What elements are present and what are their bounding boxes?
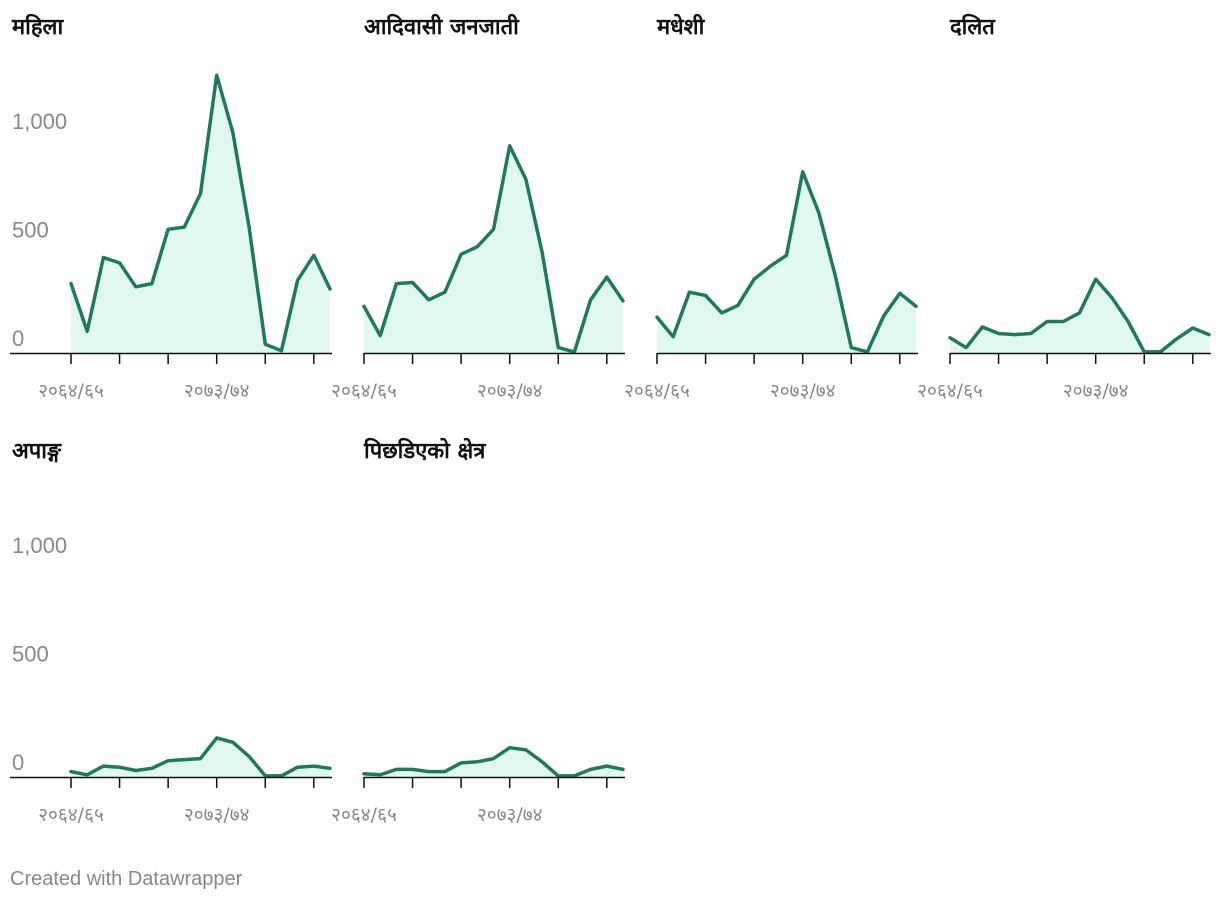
panel-title: आदिवासी जनजाती [364,13,520,40]
x-tick-label: २०६४/६५ [331,380,397,402]
series-line [362,144,625,354]
series-line [69,736,332,778]
series-area [657,171,916,353]
series-line [362,745,625,778]
series-line [948,277,1211,354]
panel-title: पिछडिएको क्षेत्र [363,437,486,464]
x-tick-label: २०७३/७४ [770,380,836,402]
panel-title: महिला [11,13,64,40]
y-tick-label: 500 [12,218,49,243]
series-line [655,170,918,354]
panel-title: दलित [949,13,996,40]
series-area [71,737,330,777]
series-area [71,75,330,353]
x-tick-label: २०६४/६५ [624,380,690,402]
x-tick-label: २०६४/६५ [38,804,104,826]
x-tick-label: २०७३/७४ [477,380,543,402]
x-tick-label: २०६४/६५ [917,380,983,402]
y-tick-label: 0 [12,326,24,351]
y-tick-label: 1,000 [12,533,67,558]
series-line [69,73,332,353]
x-tick-label: २०७३/७४ [184,380,250,402]
x-tick-label: २०७३/७४ [477,804,543,826]
y-tick-label: 0 [12,750,24,775]
series-area [364,747,623,777]
y-tick-label: 1,000 [12,109,67,134]
credit-footer: Created with Datawrapper [10,868,243,890]
series-area [950,279,1209,353]
x-tick-label: २०७३/७४ [184,804,250,826]
x-tick-label: २०६४/६५ [38,380,104,402]
y-tick-label: 500 [12,642,49,667]
x-tick-label: २०६४/६५ [331,804,397,826]
panel-title: अपाङ्ग [12,439,62,464]
panel-title: मधेशी [656,13,706,40]
x-tick-label: २०७३/७४ [1063,380,1129,402]
